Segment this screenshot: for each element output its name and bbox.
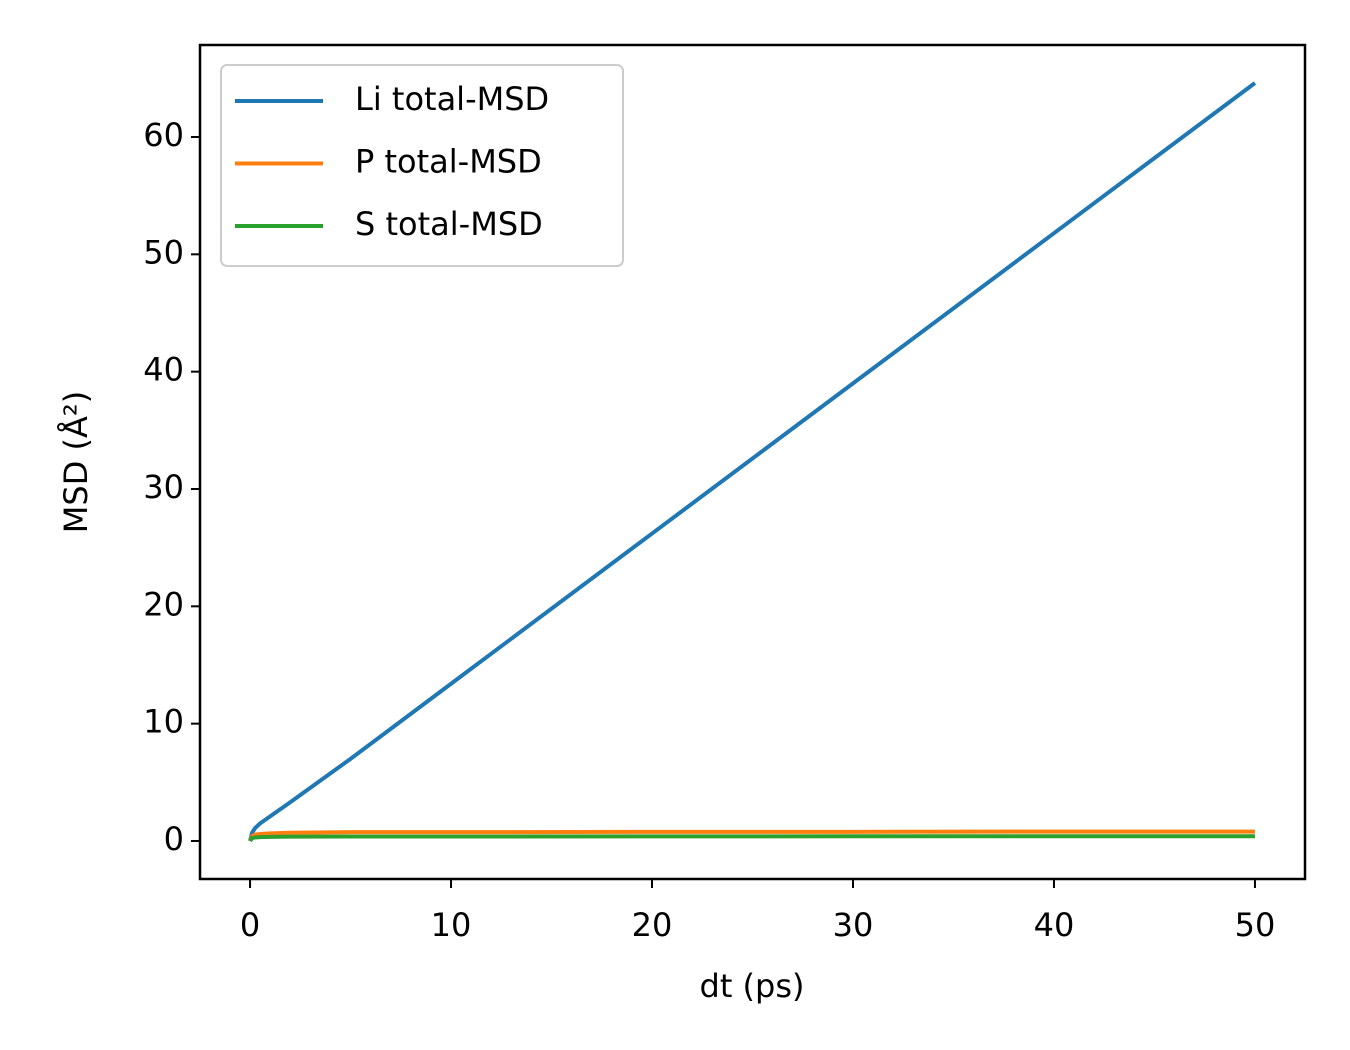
- x-tick-label: 0: [240, 906, 260, 944]
- y-tick-label: 30: [143, 468, 184, 506]
- x-tick-label: 20: [632, 906, 673, 944]
- legend-label: S total-MSD: [355, 205, 543, 243]
- y-tick-label: 50: [143, 233, 184, 271]
- series-line: [248, 81, 1257, 842]
- y-tick-label: 0: [164, 820, 184, 858]
- x-tick-label: 50: [1235, 906, 1276, 944]
- y-tick-label: 10: [143, 703, 184, 741]
- x-tick-label: 30: [833, 906, 874, 944]
- series-line: [248, 834, 1255, 843]
- legend-label: Li total-MSD: [355, 80, 549, 118]
- series-line: [248, 829, 1255, 842]
- y-tick-label: 20: [143, 585, 184, 623]
- y-tick-label: 60: [143, 116, 184, 154]
- plot-frame: [198, 43, 1307, 881]
- x-tick-label: 40: [1034, 906, 1075, 944]
- x-axis-label: dt (ps): [700, 967, 805, 1005]
- y-tick-label: 40: [143, 351, 184, 389]
- x-tick-label: 10: [431, 906, 472, 944]
- y-axis-label: MSD (Å²): [57, 391, 95, 533]
- legend-box: [220, 64, 624, 267]
- legend-label: P total-MSD: [355, 143, 542, 181]
